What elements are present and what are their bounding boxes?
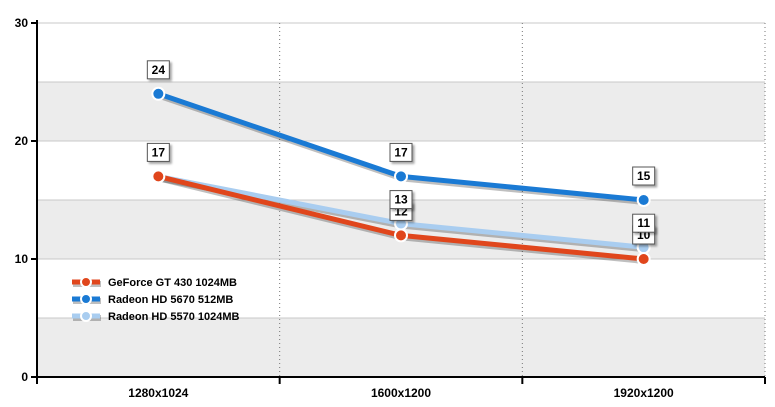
legend-entry-label: Radeon HD 5670 512MB — [108, 294, 233, 306]
x-category-label: 1280x1024 — [128, 386, 188, 400]
data-label-box — [146, 60, 170, 80]
legend-swatch-marker — [80, 276, 92, 288]
data-label-text: 17 — [394, 145, 408, 159]
series-layer — [151, 86, 651, 266]
grid-band — [37, 82, 765, 141]
x-category-label: 1920x1200 — [614, 386, 674, 400]
data-label: 17 — [389, 142, 413, 162]
data-label-text: 17 — [152, 145, 166, 159]
data-label-text: 13 — [394, 193, 408, 207]
data-label-text: 11 — [637, 216, 650, 230]
data-label-text: 15 — [637, 169, 651, 183]
data-label-box — [632, 213, 656, 233]
data-label: 15 — [632, 166, 656, 186]
legend-swatch-marker — [80, 310, 92, 322]
data-label-box — [389, 190, 413, 210]
y-tick-label: 30 — [15, 16, 29, 30]
data-label: 13 — [389, 190, 413, 210]
legend-swatch-marker — [80, 293, 92, 305]
legend: GeForce GT 430 1024MB Radeon HD 5670 512M… — [72, 276, 239, 323]
legend-entry-label: GeForce GT 430 1024MB — [108, 277, 237, 289]
grid-band — [37, 318, 765, 377]
data-point — [394, 169, 408, 184]
legend-entry-label: Radeon HD 5570 1024MB — [108, 311, 239, 323]
data-label-box — [632, 166, 656, 186]
axes: 0 10 20 30 1280x1024 1600x1200 1920x1200 — [15, 16, 766, 400]
data-label-text: 24 — [152, 63, 166, 77]
data-label: 11 — [632, 213, 656, 233]
data-label: 24 — [146, 60, 170, 80]
data-point — [636, 193, 651, 207]
data-point — [151, 169, 166, 184]
data-label: 17 — [146, 142, 170, 162]
y-tick-label: 10 — [15, 252, 29, 266]
data-point — [151, 86, 166, 101]
data-point — [636, 252, 651, 266]
data-point — [394, 228, 408, 243]
data-label-box — [146, 142, 170, 162]
data-label-box — [389, 142, 413, 162]
y-tick-label: 20 — [15, 134, 29, 148]
y-tick-label: 0 — [21, 370, 28, 384]
x-category-label: 1600x1200 — [371, 386, 431, 400]
